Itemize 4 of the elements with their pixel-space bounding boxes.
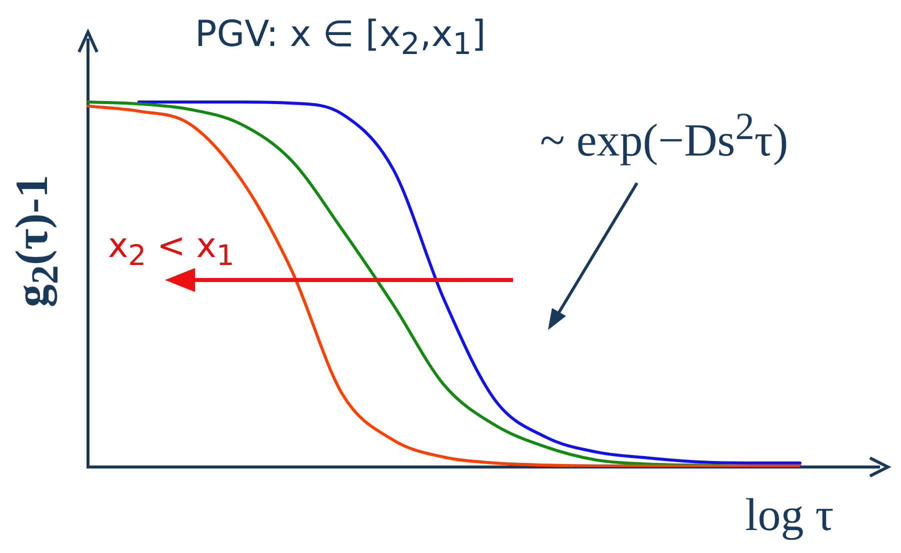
annotation: ~ exp(−Ds$^{2}$τ) — [540, 105, 788, 166]
x-axis-title: log τ — [745, 488, 834, 541]
annotation: x$_{2}$ < x$_{1}$ — [108, 226, 234, 272]
chart-title: PGV: x ∈ [x$_{2}$,x$_{1}$] — [195, 14, 486, 62]
